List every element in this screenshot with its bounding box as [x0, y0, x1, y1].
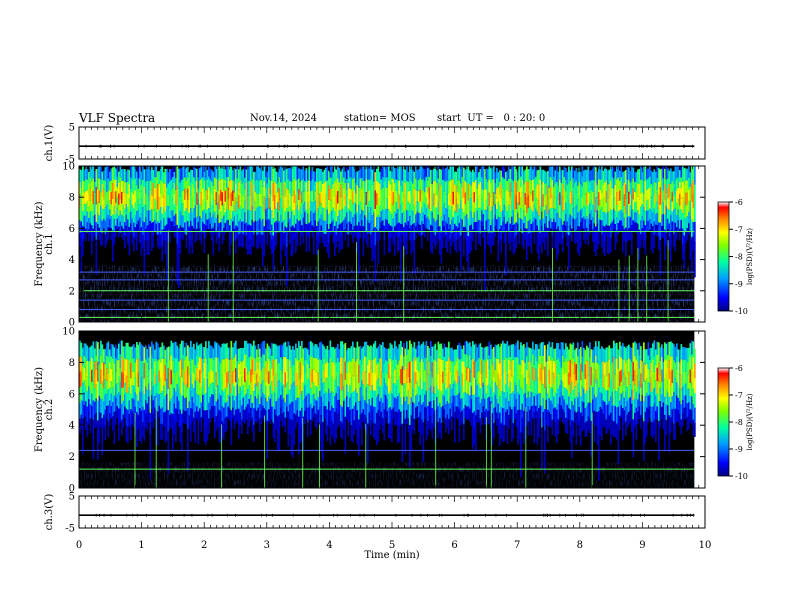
start-ut-label: start UT = 0 : 20: 0	[437, 113, 546, 124]
ch2-spectrogram-colorbar-tick: -6	[735, 364, 743, 373]
ch1-voltage-ytick-label: 5	[69, 123, 75, 134]
ch1-spectrogram-colorbar-tick: -10	[735, 307, 748, 316]
ch1-spectrogram-no-data	[694, 166, 705, 322]
ch2-spectrogram-ylabel: Frequency (kHz)	[34, 367, 45, 452]
ch1-spectrogram-band	[79, 166, 696, 291]
ch2-spectrogram-band	[79, 340, 696, 481]
ch1-spectrogram-ytick-label: 6	[69, 224, 75, 235]
ch2-spectrogram-colorbar-tick: -9	[735, 445, 743, 454]
ch2-spectrogram-ytick-label: 8	[69, 358, 75, 369]
ch1-spectrogram-colorbar-tick: -8	[735, 253, 743, 262]
ch3-voltage-panel: 5 -5 ch.3(V)	[44, 492, 706, 535]
chart-title: VLF Spectra	[79, 111, 156, 125]
ch2-spectrogram-ytick-label: 0	[69, 484, 75, 495]
x-tick-label: 10	[699, 540, 712, 551]
ch2-spectrogram-colorbar-tick: -10	[735, 472, 748, 481]
x-tick-label: 5	[389, 540, 395, 551]
ch1-spectrogram-colorbar-tick: -7	[735, 225, 743, 234]
x-tick-label: 3	[264, 540, 270, 551]
ch1-voltage-ytick-label: -5	[65, 155, 75, 166]
ch1-spectrogram-ytick-label: 2	[69, 286, 75, 297]
ch3-voltage-ytick-label: -5	[65, 524, 75, 535]
ch1-spectrogram-colorbar-tick: -6	[735, 198, 743, 207]
station-label: station= MOS	[344, 113, 416, 124]
ch1-spectrogram-ytick-label: 8	[69, 193, 75, 204]
ch1-spectrogram-ytick-label: 4	[69, 255, 75, 266]
ch1-spectrogram-colorbar-scale	[717, 201, 730, 312]
ch2-spectrogram-ytick-label: 4	[69, 421, 75, 432]
x-tick-label: 7	[514, 540, 520, 551]
ch1-spectrogram-colorbar: -6 -7 -8 -9 -10 log(PSD)(V²/Hz)	[717, 198, 754, 316]
x-tick-label: 8	[577, 540, 583, 551]
ch2-spectrogram-colorbar: -6 -7 -8 -9 -10 log(PSD)(V²/Hz)	[717, 364, 754, 481]
ch1-spectrogram-colorbar-tick: -9	[735, 280, 743, 289]
ch2-spectrogram-ytick-label: 10	[62, 327, 75, 338]
x-tick-label: 0	[76, 540, 82, 551]
ch1-spectrogram-colorbar-label: log(PSD)(V²/Hz)	[746, 228, 754, 285]
ch3-voltage-ylabel: ch.3(V)	[44, 494, 55, 531]
ch1-spectrogram-ylabel: ch.1	[44, 233, 55, 255]
ch1-voltage-ylabel: ch.1(V)	[44, 125, 55, 162]
x-tick-label: 1	[138, 540, 144, 551]
x-tick-label: 4	[326, 540, 332, 551]
ch2-spectrogram-colorbar-scale	[717, 367, 730, 477]
ch2-spectrogram-colorbar-tick: -8	[735, 418, 743, 427]
ch2-spectrogram-colorbar-tick: -7	[735, 391, 743, 400]
ch1-spectrogram-ylabel: Frequency (kHz)	[34, 201, 45, 286]
ch2-spectrogram-floor	[79, 462, 695, 488]
date-label: Nov.14, 2024	[250, 113, 317, 124]
ch1-spectrogram-ytick-label: 0	[69, 318, 75, 329]
ch1-spectrogram-floor	[79, 265, 695, 322]
ch2-spectrogram-ylabel: ch.2	[44, 399, 55, 421]
ch2-spectrogram-ytick-label: 6	[69, 389, 75, 400]
ch2-spectrogram-ytick-label: 2	[69, 452, 75, 463]
ch1-voltage-panel: 5 -5 ch.1(V)	[44, 123, 706, 166]
ch2-spectrogram-no-data	[694, 331, 705, 488]
x-axis-label: Time (min)	[364, 550, 419, 561]
x-tick-label: 2	[201, 540, 207, 551]
ch3-voltage-ytick-label: 5	[69, 492, 75, 503]
ch2-spectrogram-colorbar-label: log(PSD)(V²/Hz)	[746, 393, 754, 450]
ch1-spectrogram-ytick-label: 10	[62, 162, 75, 173]
x-tick-label: 6	[451, 540, 457, 551]
x-tick-label: 9	[639, 540, 645, 551]
